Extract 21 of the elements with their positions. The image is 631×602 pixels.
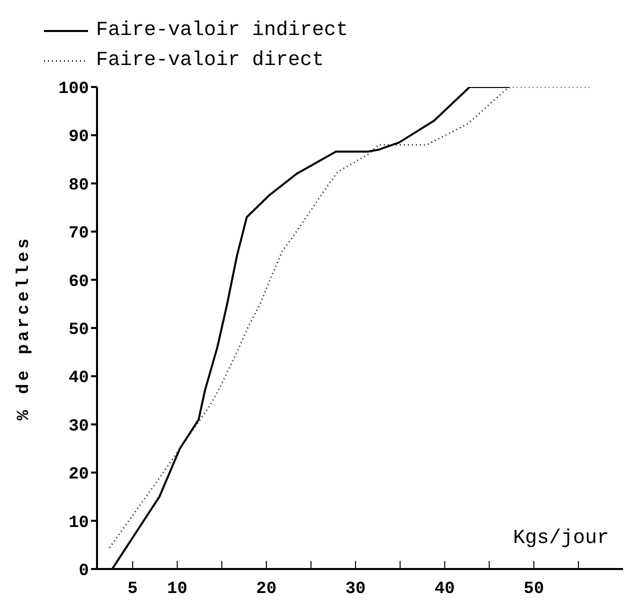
y-tick-label: 40 bbox=[68, 369, 89, 388]
y-tick-label: 50 bbox=[68, 321, 89, 340]
x-tick-label: 50 bbox=[524, 580, 544, 600]
y-tick-label: 70 bbox=[68, 224, 89, 244]
x-tick-label: 30 bbox=[345, 580, 366, 600]
x-tick-label: 20 bbox=[256, 580, 277, 600]
y-tick-label: 10 bbox=[68, 514, 89, 533]
legend-label: Faire-valoir direct bbox=[96, 48, 324, 74]
y-axis-title: % de parcelles bbox=[15, 236, 34, 420]
y-tick-label: 60 bbox=[68, 272, 89, 292]
y-tick-label: 20 bbox=[68, 466, 89, 485]
y-tick-label: 30 bbox=[68, 417, 89, 436]
y-tick-label: 100 bbox=[58, 80, 89, 100]
x-tick-label: 10 bbox=[167, 580, 188, 600]
x-tick-label: 5 bbox=[128, 580, 138, 600]
y-tick-label: 0 bbox=[78, 562, 89, 582]
y-tick-label: 80 bbox=[68, 176, 89, 196]
x-axis-title: Kgs/jour bbox=[512, 527, 609, 550]
legend-label: Faire-valoir indirect bbox=[96, 18, 348, 44]
x-tick-label: 40 bbox=[434, 580, 455, 600]
y-tick-label: 90 bbox=[68, 128, 89, 148]
